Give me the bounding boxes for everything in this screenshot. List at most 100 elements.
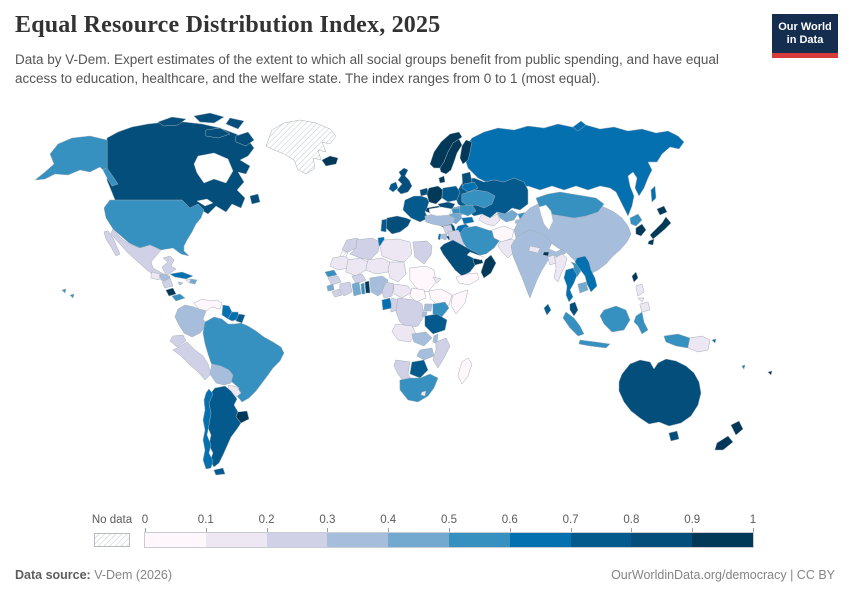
country-jordan[interactable]: [439, 233, 448, 241]
country-drc[interactable]: [395, 297, 425, 329]
country-philippines-luzon[interactable]: [635, 283, 645, 297]
country-philippines-mindanao[interactable]: [639, 301, 651, 313]
owid-attribution-link[interactable]: OurWorldinData.org/democracy | CC BY: [611, 568, 835, 582]
country-indonesia-borneo[interactable]: [599, 305, 631, 333]
country-somalia[interactable]: [450, 289, 469, 315]
legend-bin-0.8–0.9[interactable]: [631, 533, 693, 547]
country-indonesia-sulawesi[interactable]: [633, 311, 649, 335]
country-north-korea[interactable]: [629, 213, 643, 227]
country-sudan[interactable]: [409, 265, 437, 293]
country-thailand[interactable]: [563, 267, 578, 303]
country-guinea[interactable]: [327, 275, 342, 286]
country-indonesia-west-papua[interactable]: [663, 333, 691, 349]
country-taiwan[interactable]: [631, 271, 639, 283]
country-germany[interactable]: [426, 185, 444, 205]
country-uruguay[interactable]: [235, 410, 250, 424]
country-canada-arctic-1[interactable]: [157, 116, 187, 127]
country-india[interactable]: [510, 229, 567, 299]
country-usa-alaska[interactable]: [34, 135, 108, 181]
country-mali[interactable]: [345, 257, 369, 277]
country-baltic-states[interactable]: [461, 171, 473, 187]
country-senegal[interactable]: [324, 269, 338, 278]
country-vietnam[interactable]: [574, 255, 598, 293]
country-ghana[interactable]: [351, 281, 362, 297]
legend-bin-0.5–0.6[interactable]: [448, 533, 510, 547]
country-bangladesh[interactable]: [547, 254, 557, 266]
country-cambodia[interactable]: [577, 281, 589, 294]
country-indonesia-java[interactable]: [578, 339, 611, 349]
country-chad[interactable]: [387, 261, 407, 283]
country-south-africa[interactable]: [399, 373, 439, 403]
country-solomon-islands[interactable]: [711, 338, 717, 344]
country-portugal[interactable]: [380, 218, 388, 233]
country-japan-kyushu[interactable]: [647, 238, 655, 246]
country-costa-rica[interactable]: [165, 287, 177, 297]
country-peru[interactable]: [172, 341, 212, 381]
country-belarus[interactable]: [461, 181, 479, 193]
country-indonesia-sumatra[interactable]: [562, 311, 585, 337]
country-suriname[interactable]: [227, 311, 240, 322]
country-ireland[interactable]: [388, 181, 399, 193]
country-malaysia[interactable]: [569, 301, 579, 317]
country-tanzania[interactable]: [424, 313, 448, 335]
country-canada-arctic-5[interactable]: [235, 131, 255, 147]
country-central-african-republic[interactable]: [393, 283, 413, 299]
country-burkina-faso[interactable]: [351, 273, 367, 285]
country-oman[interactable]: [480, 254, 497, 279]
legend-bin-0.6–0.7[interactable]: [509, 533, 571, 547]
legend-bin-0.3–0.4[interactable]: [327, 533, 389, 547]
country-mongolia[interactable]: [535, 191, 605, 219]
country-saudi-arabia[interactable]: [439, 239, 480, 277]
country-usa-alaska-panhandle[interactable]: [102, 167, 119, 187]
country-zimbabwe[interactable]: [416, 347, 435, 361]
country-iran[interactable]: [459, 225, 501, 257]
country-guatemala[interactable]: [150, 271, 161, 281]
country-panama[interactable]: [171, 293, 186, 302]
country-russia-sakhalin[interactable]: [650, 185, 657, 203]
country-turkmenistan[interactable]: [478, 213, 501, 227]
country-togo[interactable]: [360, 282, 366, 295]
country-south-korea[interactable]: [635, 223, 647, 237]
country-argentina[interactable]: [206, 385, 242, 468]
country-myanmar[interactable]: [553, 253, 568, 283]
country-gabon[interactable]: [381, 297, 393, 311]
country-mozambique[interactable]: [432, 337, 451, 369]
legend-bin-0.9–1[interactable]: [692, 533, 753, 547]
country-mexico-baja[interactable]: [103, 230, 121, 257]
country-madagascar[interactable]: [457, 357, 473, 385]
country-mexico[interactable]: [110, 228, 177, 279]
country-finland[interactable]: [459, 139, 473, 165]
country-poland[interactable]: [441, 185, 461, 203]
country-ukraine[interactable]: [461, 189, 496, 209]
country-egypt[interactable]: [412, 240, 433, 265]
country-libya[interactable]: [379, 238, 413, 263]
legend-no-data-swatch[interactable]: [94, 533, 130, 547]
country-canada-arctic-2[interactable]: [193, 112, 225, 124]
country-nepal[interactable]: [528, 245, 541, 254]
country-yemen[interactable]: [455, 272, 480, 286]
country-eritrea[interactable]: [432, 276, 442, 284]
legend-bin-0.4–0.5[interactable]: [388, 533, 449, 547]
country-spain[interactable]: [385, 215, 412, 235]
country-uzbekistan[interactable]: [496, 209, 519, 223]
legend-bin-0.1–0.2[interactable]: [205, 533, 267, 547]
country-philippines-visayas[interactable]: [637, 297, 645, 303]
country-ecuador[interactable]: [169, 334, 187, 348]
country-russia[interactable]: [463, 123, 685, 217]
country-sweden[interactable]: [439, 138, 463, 175]
country-sierra-leone[interactable]: [326, 283, 335, 292]
legend-bin-0.7–0.8[interactable]: [570, 533, 632, 547]
country-new-zealand-south[interactable]: [714, 435, 734, 451]
country-dominican-republic[interactable]: [189, 278, 198, 285]
country-australia[interactable]: [618, 358, 702, 427]
country-french-guiana[interactable]: [235, 313, 246, 324]
country-ethiopia[interactable]: [428, 288, 453, 308]
country-uganda[interactable]: [423, 303, 433, 312]
country-bhutan[interactable]: [542, 251, 550, 257]
country-papua-new-guinea[interactable]: [687, 335, 711, 353]
country-denmark[interactable]: [438, 175, 446, 184]
country-vanuatu[interactable]: [741, 364, 746, 370]
country-iceland[interactable]: [321, 155, 339, 167]
country-nicaragua[interactable]: [161, 277, 174, 289]
country-cote-divoire[interactable]: [339, 281, 353, 297]
